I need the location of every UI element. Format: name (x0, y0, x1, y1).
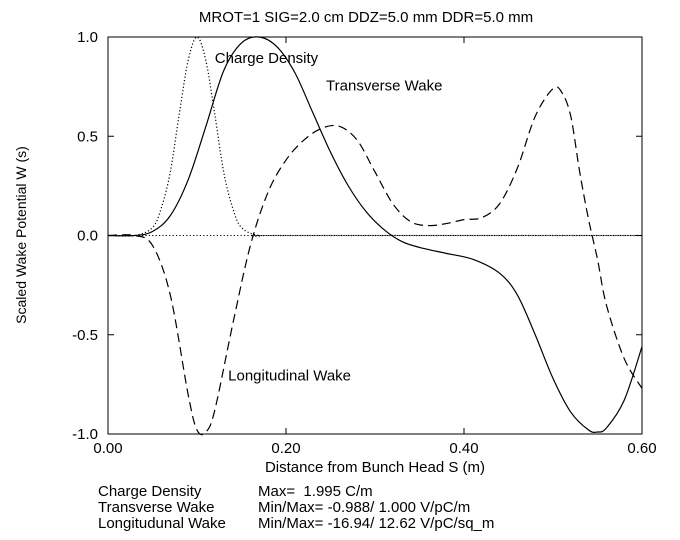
wake-potential-chart: MROT=1 SIG=2.0 cm DDZ=5.0 mm DDR=5.0 mm … (13, 9, 657, 476)
y-tick-label: -0.5 (72, 327, 98, 344)
summary-footer: Charge Density Max= 1.995 C/m Transverse … (98, 484, 494, 532)
x-axis-label: Distance from Bunch Head S (m) (265, 459, 485, 476)
transverse-wake-series-line (107, 36, 643, 434)
y-tick-label: 0.5 (77, 128, 98, 145)
y-tick-label: 0.0 (77, 228, 98, 245)
footer-row-transverse: Transverse Wake Min/Max= -0.988/ 1.000 V/… (98, 500, 494, 516)
footer-label: Charge Density (98, 483, 202, 500)
x-tick-label: 0.40 (449, 440, 478, 457)
chart-title: MROT=1 SIG=2.0 cm DDZ=5.0 mm DDR=5.0 mm (199, 9, 533, 26)
x-tick-label: 0.20 (271, 440, 300, 457)
footer-row-longitudinal: Longitudunal Wake Min/Max= -16.94/ 12.62 … (98, 516, 494, 532)
longitudinal-wake-series-line (107, 86, 643, 436)
y-tick-label: -1.0 (72, 426, 98, 443)
x-tick-label: 0.00 (93, 440, 122, 457)
charge-density-series-line (107, 36, 642, 237)
charge-density-annotation: Charge Density (215, 50, 319, 67)
footer-value: Max= 1.995 C/m (258, 483, 373, 500)
y-tick-label: 1.0 (77, 29, 98, 46)
footer-value: Min/Max= -0.988/ 1.000 V/pC/m (258, 499, 471, 516)
footer-value: Min/Max= -16.94/ 12.62 V/pC/sq_m (258, 515, 495, 532)
footer-row-charge: Charge Density Max= 1.995 C/m (98, 484, 494, 500)
footer-label: Longitudunal Wake (98, 515, 226, 532)
y-axis-label: Scaled Wake Potential W (s) (13, 146, 29, 324)
x-tick-label: 0.60 (627, 440, 656, 457)
longitudinal-wake-annotation: Longitudinal Wake (228, 367, 351, 384)
transverse-wake-annotation: Transverse Wake (326, 78, 442, 95)
footer-label: Transverse Wake (98, 499, 215, 516)
